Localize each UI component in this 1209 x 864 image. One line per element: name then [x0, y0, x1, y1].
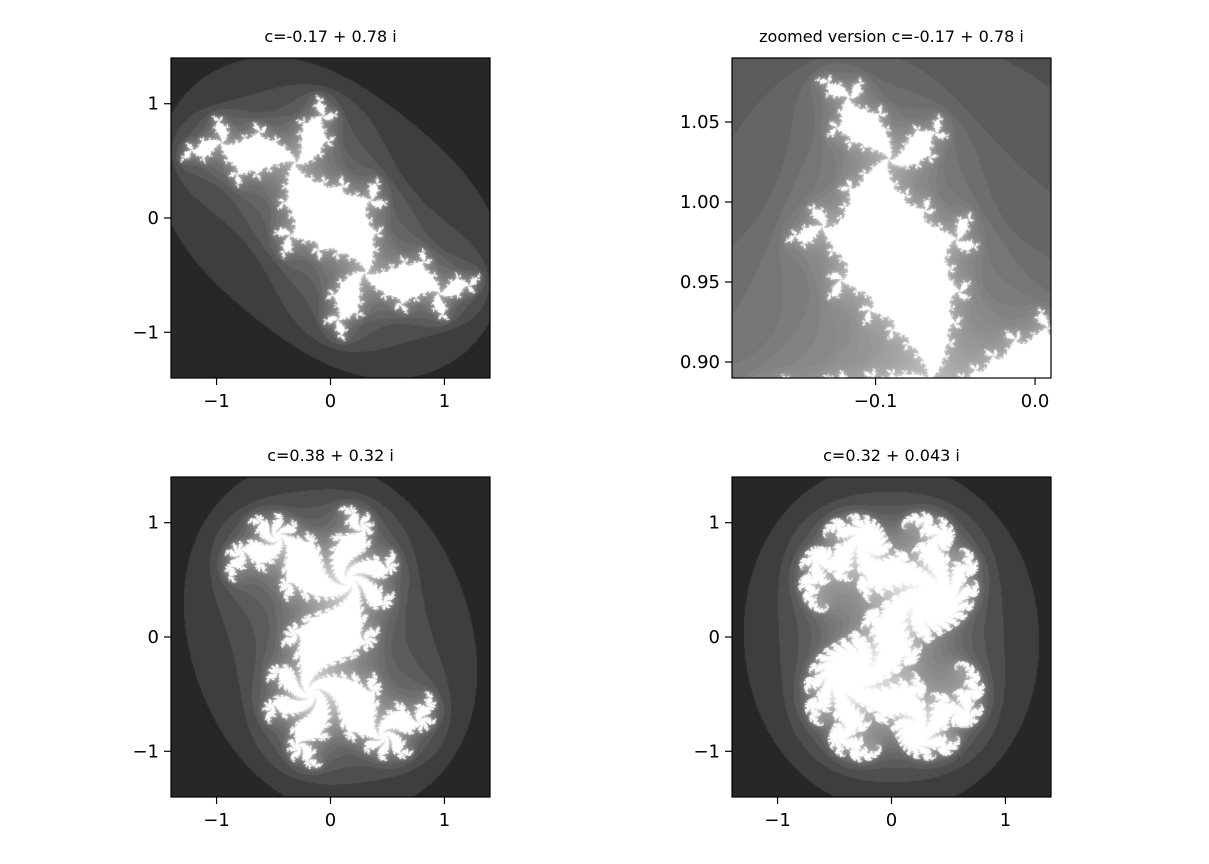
- y-tick-label: 0.95: [680, 272, 720, 293]
- y-tick-label: 0: [148, 627, 159, 648]
- chart-title: c=0.32 + 0.043 i: [823, 446, 960, 465]
- y-tick-label: 1.05: [680, 112, 720, 133]
- x-tick-label: −0.1: [854, 391, 898, 412]
- subplot-2: zoomed version c=-0.17 + 0.78 i −0.1 0.0 1.…: [680, 27, 1052, 412]
- x-tick-label: 0: [886, 810, 897, 831]
- x-tick-label: 1: [1000, 810, 1011, 831]
- x-tick-label: −1: [203, 391, 230, 412]
- y-tick-label: −1: [132, 741, 159, 762]
- chart-title: c=0.38 + 0.32 i: [267, 446, 394, 465]
- julia-set-image: [171, 58, 490, 378]
- chart-title: c=-0.17 + 0.78 i: [264, 27, 396, 46]
- x-tick-label: −1: [203, 810, 230, 831]
- y-tick-label: 1: [709, 513, 720, 534]
- x-tick-label: −1: [764, 810, 791, 831]
- x-tick-label: 0: [325, 810, 336, 831]
- y-tick-label: −1: [693, 741, 720, 762]
- y-tick-label: −1: [132, 322, 159, 343]
- subplot-3: c=0.38 + 0.32 i −1 0 1 1 0 −1: [132, 446, 491, 831]
- julia-set-image: [732, 58, 1051, 378]
- subplot-4: c=0.32 + 0.043 i −1 0 1 1 0 −1: [693, 446, 1052, 831]
- axes-frame: [731, 57, 1052, 379]
- x-tick-label: 1: [439, 391, 450, 412]
- y-tick-label: 0: [709, 627, 720, 648]
- julia-set-image: [732, 477, 1051, 797]
- y-tick-label: 1: [148, 513, 159, 534]
- y-tick-label: 0.90: [680, 352, 720, 373]
- x-tick-label: 0: [325, 391, 336, 412]
- y-tick-label: 0: [148, 208, 159, 229]
- julia-set-image: [171, 477, 490, 797]
- x-tick-label: 1: [439, 810, 450, 831]
- x-tick-label: 0.0: [1021, 391, 1050, 412]
- chart-title: zoomed version c=-0.17 + 0.78 i: [759, 27, 1024, 46]
- subplot-1: c=-0.17 + 0.78 i −1 0 1 1 0 −1: [132, 27, 491, 412]
- y-tick-label: 1: [148, 94, 159, 115]
- y-tick-label: 1.00: [680, 192, 720, 213]
